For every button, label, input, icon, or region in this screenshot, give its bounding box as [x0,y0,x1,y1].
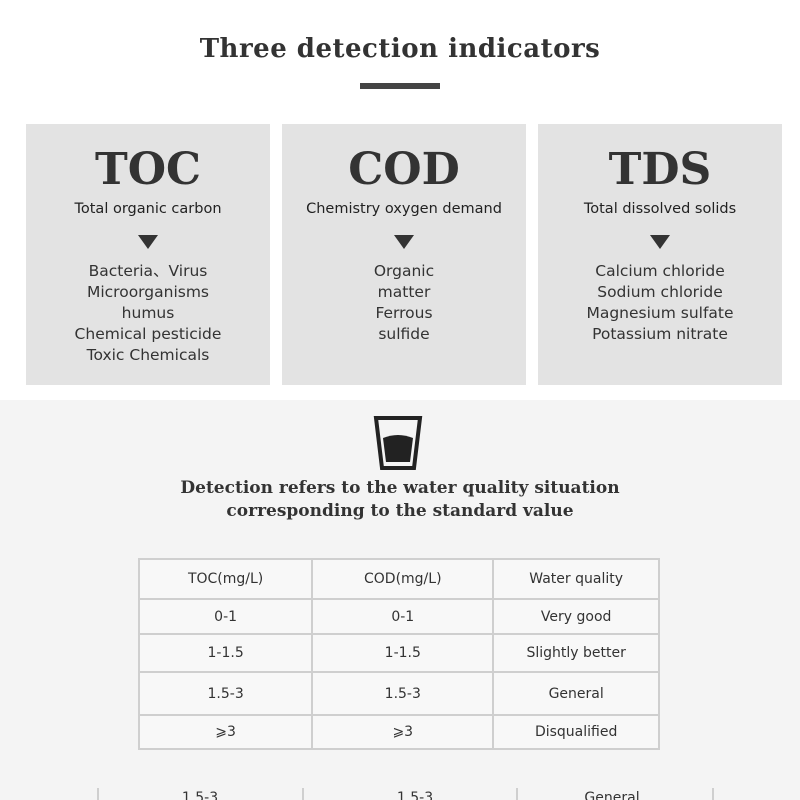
table-row: 1-1.5 1-1.5 Slightly better [137,633,660,673]
arrow [650,235,670,249]
table-cell: 1.5-3 [137,671,314,716]
card-item: Microorganisms [86,283,210,301]
card-item: Bacteria、Virus [88,262,208,280]
cup-icon [373,416,423,470]
card-code: TDS [608,144,712,195]
title: Three detection indicators [199,34,601,64]
header-cell: COD(mg/L) [311,558,495,600]
card-item: Organic [373,262,435,280]
partial-cell: General [584,790,640,800]
partial-cell: 1.5-3 [396,790,434,800]
partial-border [712,788,714,800]
table-row: ⩾3 ⩾3 Disqualified [137,714,660,750]
partial-border [516,788,518,800]
arrow [138,235,158,249]
table-cell: 1-1.5 [137,633,314,673]
arrow [394,235,414,249]
card: COD Chemistry oxygen demand Organic matter F… [282,124,526,385]
card-items: Organic matter Ferrous sulfide [282,261,526,345]
section-heading: Detection refers to the water quality si… [180,478,620,498]
quality-table: TOC(mg/L) COD(mg/L) Water quality 0-1 0-1 Ver… [137,558,660,750]
section-heading: corresponding to the standard value [226,501,574,521]
table-cell: Disqualified [492,714,660,750]
table-header: TOC(mg/L) COD(mg/L) Water quality [137,558,660,600]
partial-cell: 1.5-3 [181,790,219,800]
table-row: 0-1 0-1 Very good [137,598,660,635]
table-cell: 0-1 [311,598,495,635]
table-cell: 0-1 [137,598,314,635]
card-item: sulfide [378,325,430,343]
card-name: Total dissolved solids [583,201,737,217]
table-row: 1.5-3 1.5-3 General [137,671,660,716]
table-cell: General [492,671,660,716]
header-cell: Water quality [492,558,660,600]
table-cell: Very good [492,598,660,635]
card-name: Chemistry oxygen demand [306,201,502,217]
card-item: matter [377,283,431,301]
table-cell: ⩾3 [311,714,495,750]
card-item: Potassium nitrate [592,325,728,343]
card-item: Ferrous [375,304,433,322]
table-cell: 1-1.5 [311,633,495,673]
card-code: COD [348,144,460,195]
card-item: Sodium chloride [597,283,723,301]
table-cell: 1.5-3 [311,671,495,716]
table-cell: ⩾3 [137,714,314,750]
card-code: TOC [94,144,202,195]
card-items: Calcium chloride Sodium chloride Magnesium… [538,261,782,345]
title-underline [360,83,440,89]
card-items: Bacteria、Virus Microorganisms humus Chemica… [26,261,270,366]
card: TDS Total dissolved solids Calcium chlorid… [538,124,782,385]
card-item: Toxic Chemicals [86,346,210,364]
card-item: Magnesium sulfate [586,304,734,322]
header-cell: TOC(mg/L) [137,558,314,600]
card-item: humus [121,304,175,322]
partial-border [97,788,99,800]
table-cell: Slightly better [492,633,660,673]
partial-border [302,788,304,800]
card-name: Total organic carbon [74,201,222,217]
card-item: Calcium chloride [595,262,725,280]
card: TOC Total organic carbon Bacteria、Virus Mic… [26,124,270,385]
card-item: Chemical pesticide [74,325,222,343]
